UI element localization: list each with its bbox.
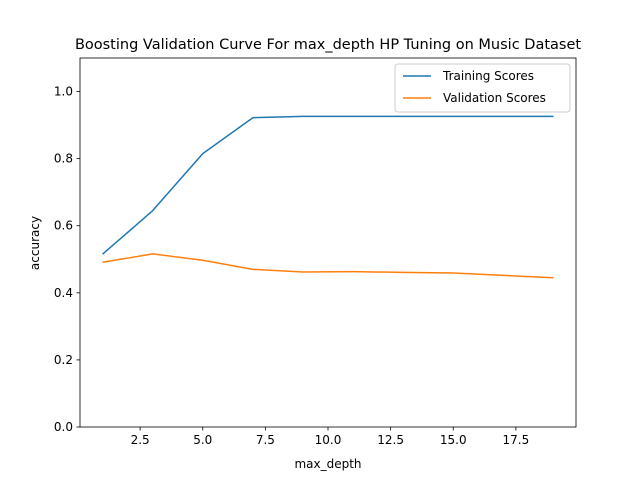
x-tick-label: 12.5 <box>377 433 404 447</box>
y-axis: 0.0 0.2 0.4 0.6 0.8 1.0 <box>54 85 80 434</box>
series-lines <box>102 115 554 279</box>
x-tick-label: 15.0 <box>440 433 467 447</box>
y-tick-label: 0.4 <box>54 286 73 300</box>
x-tick-label: 2.5 <box>131 433 150 447</box>
x-axis-label: max_depth <box>294 457 361 471</box>
x-tick-label: 7.5 <box>256 433 275 447</box>
y-tick-label: 0.8 <box>54 152 73 166</box>
y-tick-label: 1.0 <box>54 85 73 99</box>
chart-title: Boosting Validation Curve For max_depth … <box>75 37 581 53</box>
x-axis: 2.5 5.0 7.5 10.0 12.5 15.0 17.5 <box>131 427 530 447</box>
x-tick-label: 10.0 <box>315 433 342 447</box>
legend: Training Scores Validation Scores <box>394 63 571 113</box>
legend-label: Validation Scores <box>443 91 546 105</box>
y-tick-label: 0.6 <box>54 219 73 233</box>
legend-box <box>394 63 571 113</box>
x-tick-label: 5.0 <box>193 433 212 447</box>
y-tick-label: 0.2 <box>54 353 73 367</box>
legend-label: Training Scores <box>442 69 534 83</box>
series-line-training <box>102 115 554 255</box>
x-tick-label: 17.5 <box>503 433 530 447</box>
y-tick-label: 0.0 <box>54 420 73 434</box>
y-axis-label: accuracy <box>28 216 42 270</box>
series-line-validation <box>102 253 554 279</box>
